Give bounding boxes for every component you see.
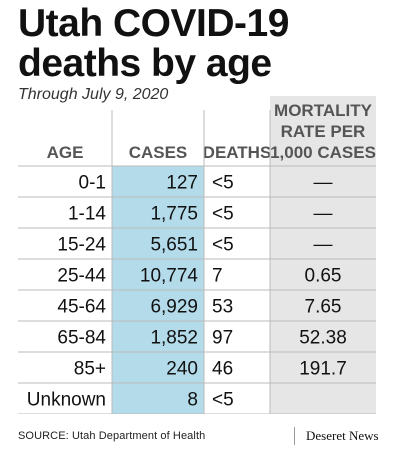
source-note: SOURCE: Utah Department of Health [18, 430, 206, 442]
title-line-1: Utah COVID-19 [18, 2, 289, 45]
data-table: AGE CASES DEATHS MORTALITY RATE PER 1,000 CAS… [18, 96, 376, 415]
cell-age: 45-64 [57, 297, 106, 318]
table-svg: AGE CASES DEATHS MORTALITY RATE PER 1,000 CAS… [18, 96, 376, 415]
column-header-3-line-2: 1,000 CASES [270, 143, 376, 162]
cell-age: 0-1 [79, 173, 106, 194]
cell-age: 65-84 [57, 328, 106, 349]
rate-column-shade [270, 96, 376, 414]
column-header-0-line-0: AGE [47, 143, 84, 162]
cell-cases: 5,651 [150, 235, 198, 256]
cell-cases: 6,929 [150, 297, 198, 318]
title-line-2: deaths by age [18, 42, 272, 85]
cell-rate: 0.65 [305, 266, 342, 287]
column-header-2-line-0: DEATHS [203, 143, 272, 162]
cell-deaths: 46 [212, 359, 233, 380]
cell-cases: 127 [166, 173, 198, 194]
cell-age: 85+ [74, 359, 106, 380]
cell-cases: 8 [187, 390, 198, 411]
cell-rate: 7.65 [305, 297, 342, 318]
cell-deaths: 53 [212, 297, 233, 318]
cell-age: 25-44 [57, 266, 106, 287]
cell-age: 1-14 [68, 204, 106, 225]
cell-rate: — [314, 235, 333, 256]
cell-deaths: <5 [212, 390, 234, 411]
cell-rate: 52.38 [299, 328, 347, 349]
cell-deaths: <5 [212, 204, 234, 225]
cell-rate: 191.7 [299, 359, 347, 380]
cell-deaths: 7 [212, 266, 223, 287]
chart-title: Utah COVID-19 deaths by age [18, 4, 289, 84]
cell-cases: 1,852 [150, 328, 198, 349]
chart-subtitle: Through July 9, 2020 [18, 86, 169, 103]
logo-divider [294, 427, 295, 445]
cell-rate: — [314, 173, 333, 194]
cell-age: Unknown [27, 390, 106, 411]
cell-age: 15-24 [57, 235, 106, 256]
publisher-logo: Deseret News [306, 428, 379, 443]
column-header-3-line-1: RATE PER [281, 122, 366, 141]
cell-cases: 1,775 [150, 204, 198, 225]
cell-rate: — [314, 204, 333, 225]
column-header-1-line-0: CASES [129, 143, 188, 162]
cell-deaths: 97 [212, 328, 233, 349]
column-header-3-line-0: MORTALITY [274, 101, 373, 120]
cell-deaths: <5 [212, 235, 234, 256]
cell-cases: 10,774 [140, 266, 199, 287]
cell-deaths: <5 [212, 173, 234, 194]
cell-cases: 240 [166, 359, 198, 380]
footer: SOURCE: Utah Department of Health Desere… [18, 427, 383, 447]
